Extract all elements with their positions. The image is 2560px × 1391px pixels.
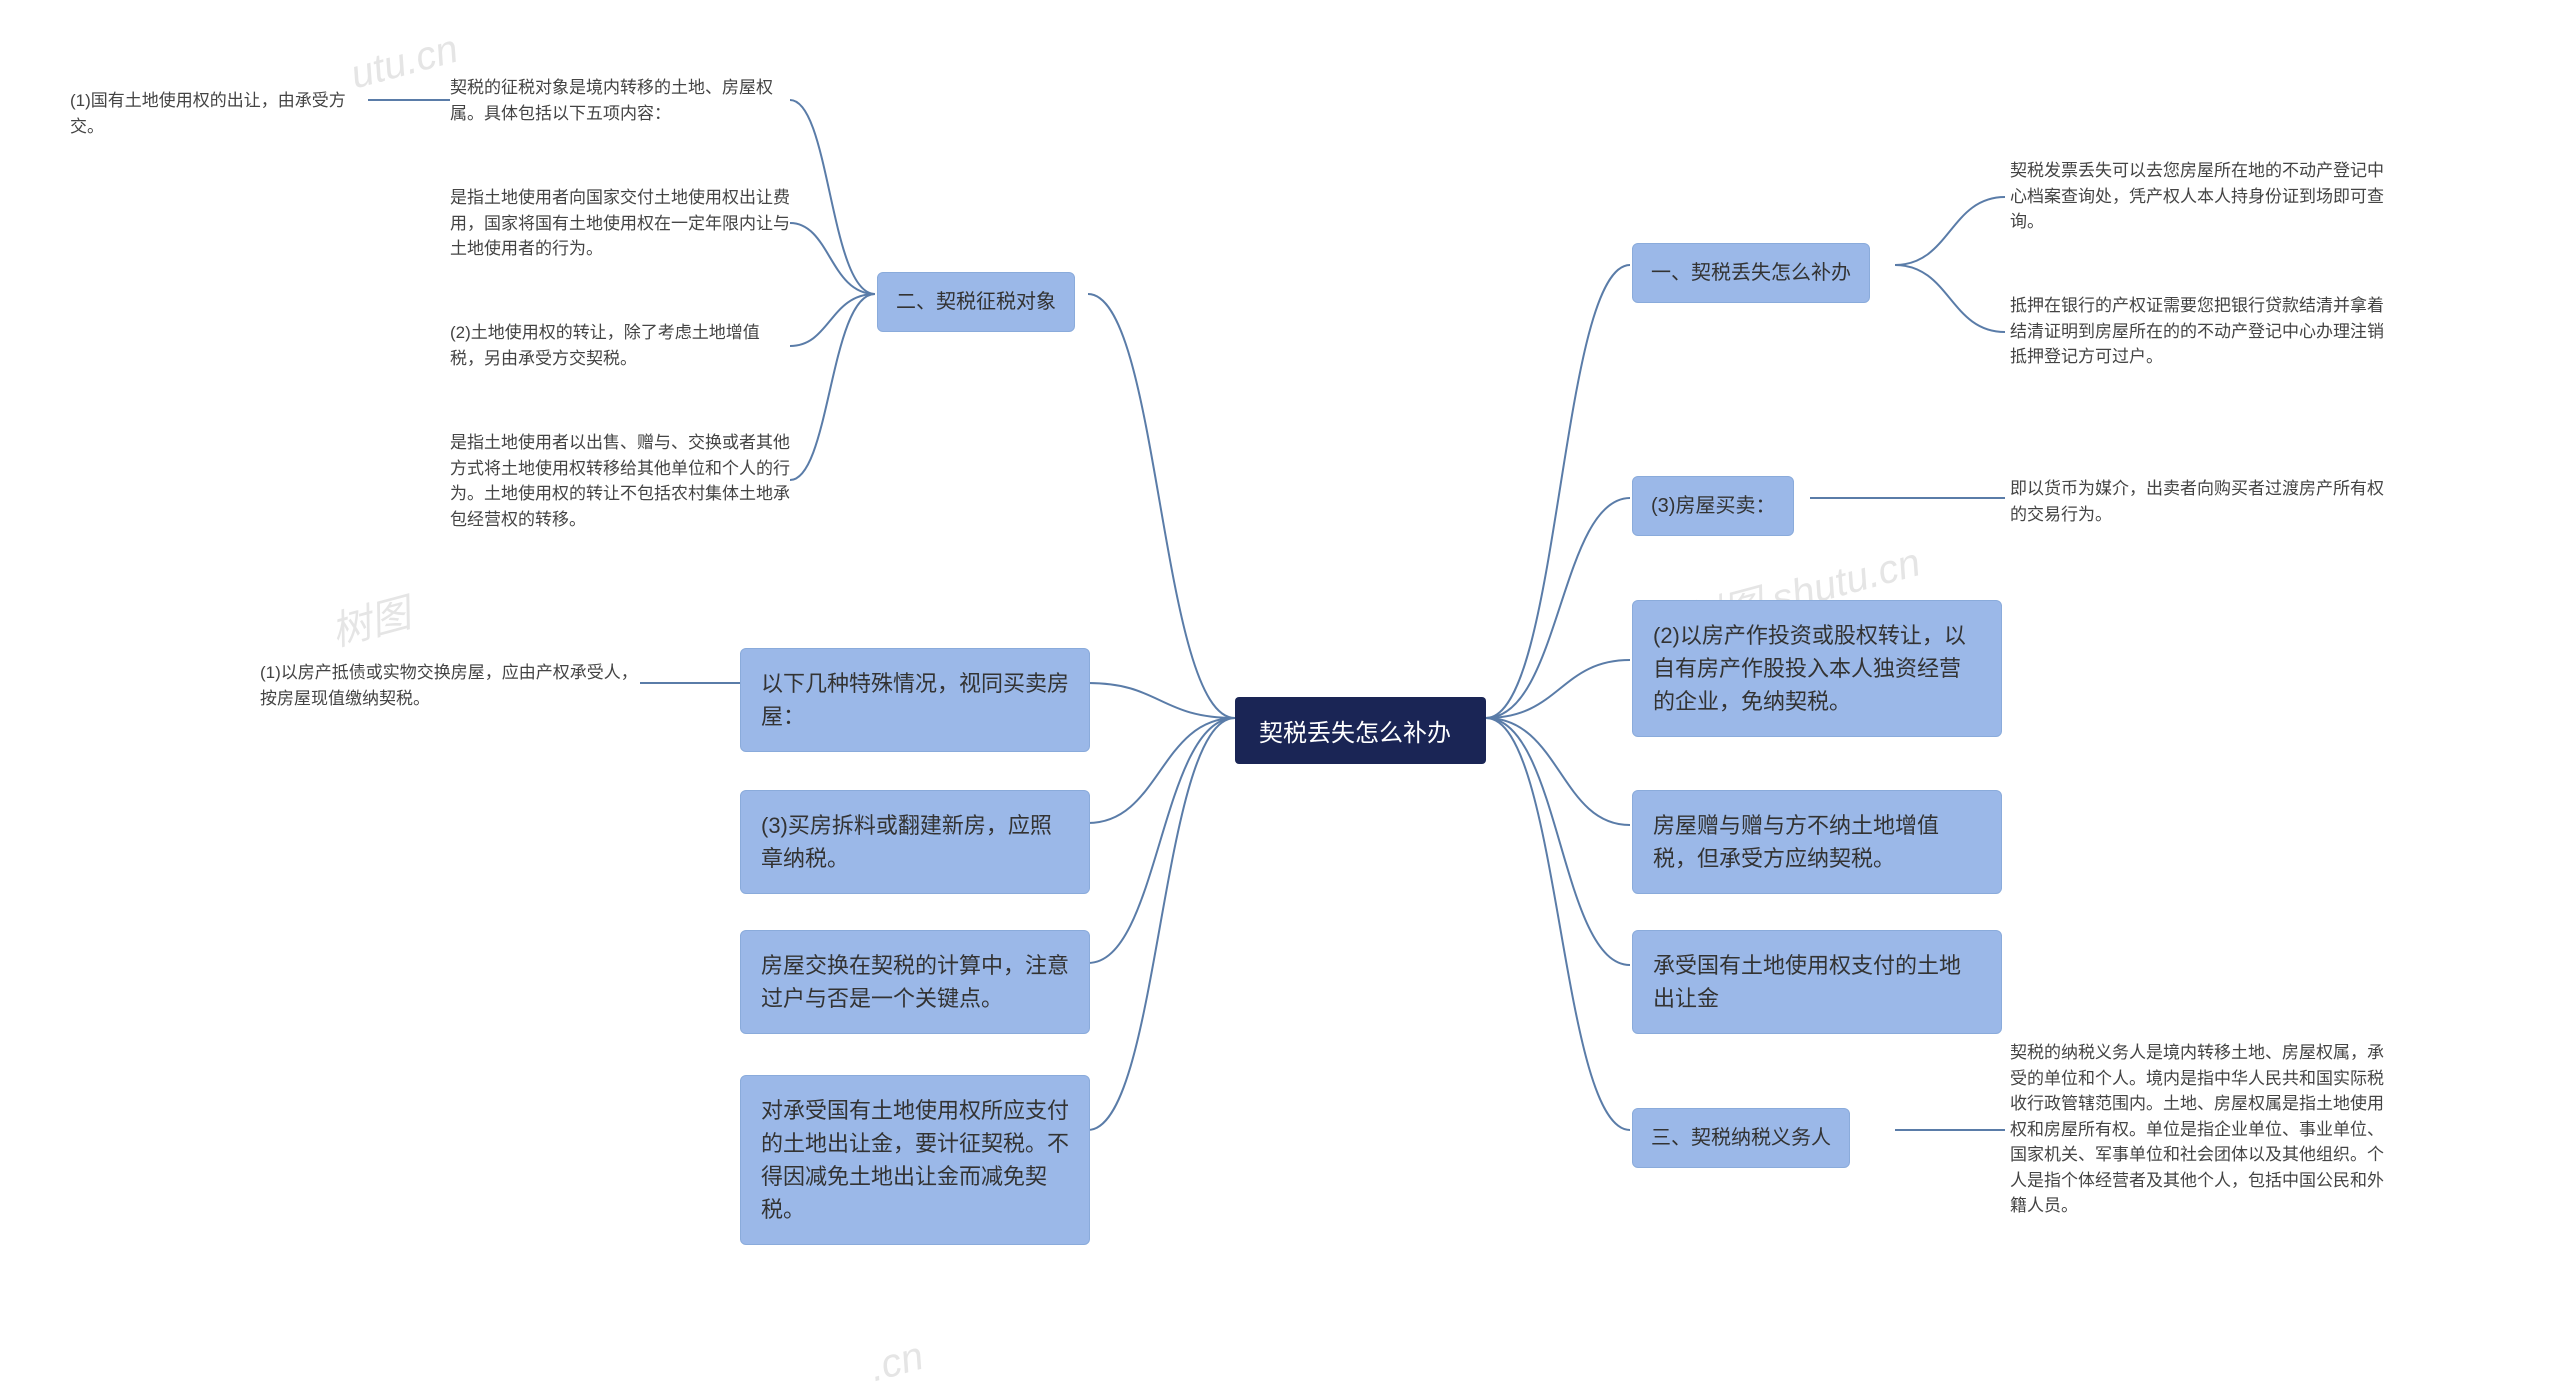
branch-r2: (3)房屋买卖： (1632, 476, 1794, 536)
leaf-r6: 契税的纳税义务人是境内转移土地、房屋权属，承受的单位和个人。境内是指中华人民共和… (2010, 1040, 2400, 1219)
branch-l4: 房屋交换在契税的计算中，注意过户与否是一个关键点。 (740, 930, 1090, 1034)
branch-r6: 三、契税纳税义务人 (1632, 1108, 1850, 1168)
branch-l5: 对承受国有土地使用权所应支付的土地出让金，要计征契税。不得因减免土地出让金而减免… (740, 1075, 1090, 1245)
branch-r3: (2)以房产作投资或股权转让，以自有房产作股投入本人独资经营的企业，免纳契税。 (1632, 600, 2002, 737)
leaf-l1b: 是指土地使用者向国家交付土地使用权出让费用，国家将国有土地使用权在一定年限内让与… (450, 185, 790, 262)
watermark: .cn (865, 1334, 928, 1391)
leaf-r2: 即以货币为媒介，出卖者向购买者过渡房产所有权的交易行为。 (2010, 476, 2400, 527)
leaf-l1a: 契税的征税对象是境内转移的土地、房屋权属。具体包括以下五项内容： (450, 75, 790, 126)
branch-r5: 承受国有土地使用权支付的土地出让金 (1632, 930, 2002, 1034)
branch-r1: 一、契税丢失怎么补办 (1632, 243, 1870, 303)
leaf-l1c: (2)土地使用权的转让，除了考虑土地增值税，另由承受方交契税。 (450, 320, 790, 371)
leaf-l1a-sub: (1)国有土地使用权的出让，由承受方交。 (70, 88, 370, 139)
leaf-l1d: 是指土地使用者以出售、赠与、交换或者其他方式将土地使用权转移给其他单位和个人的行… (450, 430, 790, 532)
branch-l1: 二、契税征税对象 (877, 272, 1075, 332)
branch-l2: 以下几种特殊情况，视同买卖房屋： (740, 648, 1090, 752)
leaf-r1a: 契税发票丢失可以去您房屋所在地的不动产登记中心档案查询处，凭产权人本人持身份证到… (2010, 158, 2400, 235)
center-node: 契税丢失怎么补办 (1235, 697, 1486, 764)
branch-r4: 房屋赠与赠与方不纳土地增值税，但承受方应纳契税。 (1632, 790, 2002, 894)
leaf-l2: (1)以房产抵债或实物交换房屋，应由产权承受人，按房屋现值缴纳契税。 (260, 660, 640, 711)
leaf-r1b: 抵押在银行的产权证需要您把银行贷款结清并拿着结清证明到房屋所在的的不动产登记中心… (2010, 293, 2400, 370)
branch-l3: (3)买房拆料或翻建新房，应照章纳税。 (740, 790, 1090, 894)
watermark: 树图 (324, 581, 416, 658)
